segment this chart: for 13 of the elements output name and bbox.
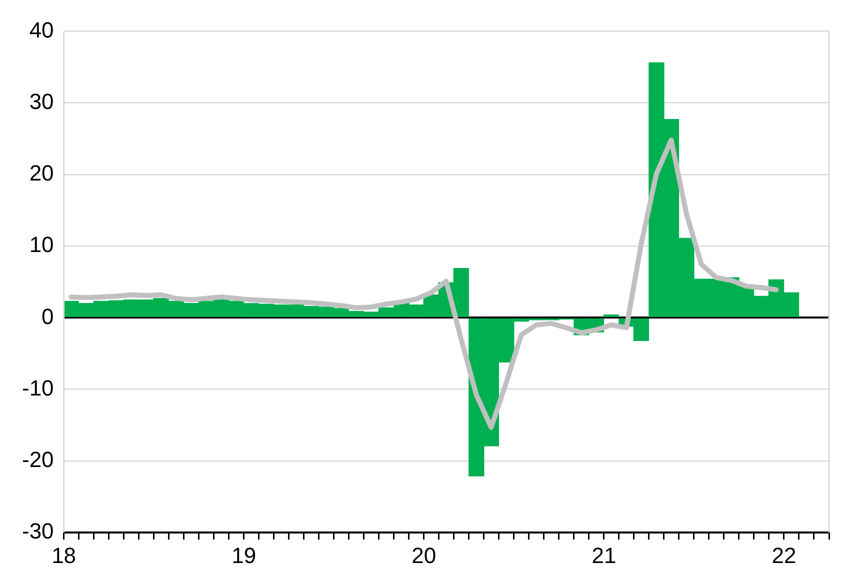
y-tick-label: 20	[29, 160, 54, 186]
x-tick-label: 20	[412, 542, 436, 568]
y-tick-label: 30	[29, 88, 54, 114]
y-tick-label: -20	[22, 447, 54, 472]
y-tick-label: 0	[42, 304, 54, 329]
y-tick-label: 10	[29, 232, 54, 258]
x-tick-label: 19	[232, 542, 256, 568]
y-tick-label: 40	[29, 17, 54, 42]
x-tick-label: 22	[772, 542, 796, 568]
x-tick-label: 21	[592, 542, 616, 568]
y-tick-label: -30	[22, 518, 54, 544]
x-tick-label: 18	[52, 542, 76, 568]
y-tick-label: -10	[22, 375, 54, 400]
